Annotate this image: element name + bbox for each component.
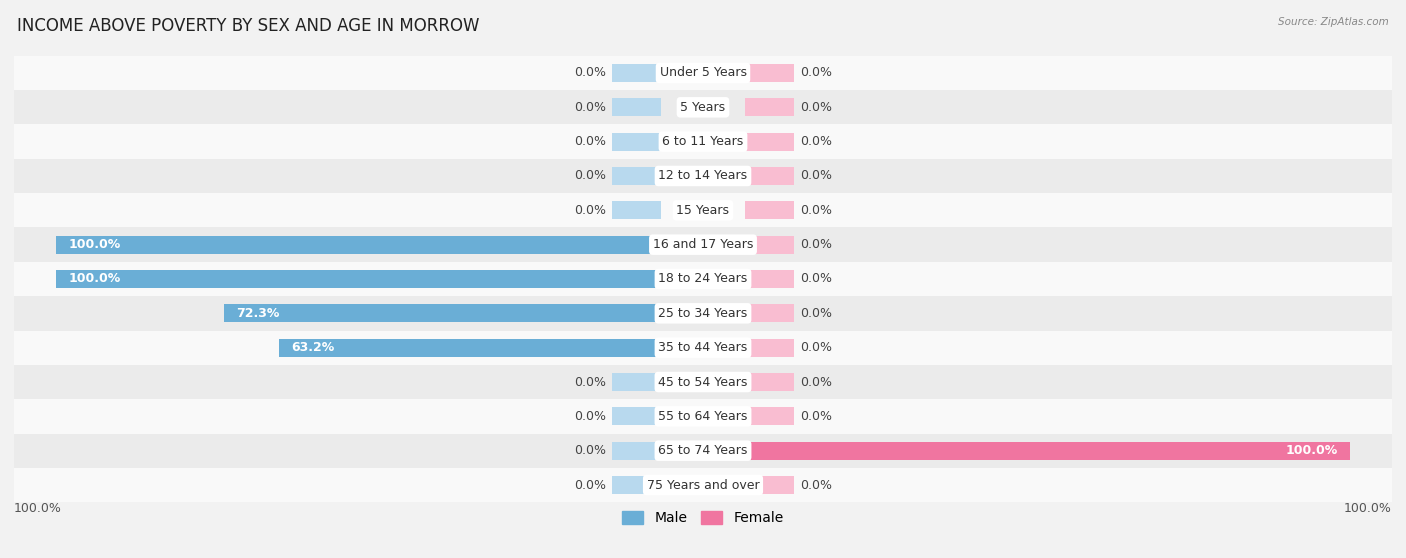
Bar [14, 296, 1392, 330]
Bar [745, 64, 793, 82]
Bar [613, 442, 661, 460]
Bar [745, 133, 793, 151]
Bar [745, 339, 793, 357]
Text: 0.0%: 0.0% [574, 410, 606, 423]
Legend: Male, Female: Male, Female [617, 506, 789, 531]
Text: 6 to 11 Years: 6 to 11 Years [662, 135, 744, 148]
Bar [14, 159, 1392, 193]
Bar [14, 468, 1392, 502]
Bar [224, 305, 661, 323]
Bar [745, 235, 793, 253]
Text: 0.0%: 0.0% [574, 204, 606, 217]
Text: 0.0%: 0.0% [800, 101, 832, 114]
Text: 15 Years: 15 Years [676, 204, 730, 217]
Bar [745, 270, 793, 288]
Bar [14, 56, 1392, 90]
Bar [14, 365, 1392, 399]
Text: 0.0%: 0.0% [800, 135, 832, 148]
Text: 65 to 74 Years: 65 to 74 Years [658, 444, 748, 457]
Text: 35 to 44 Years: 35 to 44 Years [658, 341, 748, 354]
Text: 0.0%: 0.0% [574, 66, 606, 79]
Text: 0.0%: 0.0% [800, 170, 832, 182]
Bar [613, 167, 661, 185]
Text: 100.0%: 100.0% [69, 272, 121, 286]
Bar [613, 133, 661, 151]
Text: 25 to 34 Years: 25 to 34 Years [658, 307, 748, 320]
Text: 45 to 54 Years: 45 to 54 Years [658, 376, 748, 388]
Text: 0.0%: 0.0% [574, 444, 606, 457]
Bar [613, 373, 661, 391]
Text: 0.0%: 0.0% [800, 204, 832, 217]
Bar [14, 193, 1392, 228]
Bar [56, 235, 661, 253]
Bar [613, 201, 661, 219]
Bar [745, 98, 793, 116]
Text: 100.0%: 100.0% [14, 502, 62, 515]
Text: 0.0%: 0.0% [574, 101, 606, 114]
Text: 63.2%: 63.2% [291, 341, 335, 354]
Text: 100.0%: 100.0% [1344, 502, 1392, 515]
Text: 0.0%: 0.0% [574, 170, 606, 182]
Bar [14, 330, 1392, 365]
Text: 0.0%: 0.0% [800, 376, 832, 388]
Bar [278, 339, 661, 357]
Text: Under 5 Years: Under 5 Years [659, 66, 747, 79]
Text: 16 and 17 Years: 16 and 17 Years [652, 238, 754, 251]
Bar [14, 90, 1392, 124]
Bar [745, 373, 793, 391]
Bar [745, 305, 793, 323]
Text: 0.0%: 0.0% [800, 341, 832, 354]
Text: INCOME ABOVE POVERTY BY SEX AND AGE IN MORROW: INCOME ABOVE POVERTY BY SEX AND AGE IN M… [17, 17, 479, 35]
Bar [745, 476, 793, 494]
Text: 12 to 14 Years: 12 to 14 Years [658, 170, 748, 182]
Text: 0.0%: 0.0% [800, 479, 832, 492]
Text: 75 Years and over: 75 Years and over [647, 479, 759, 492]
Text: 18 to 24 Years: 18 to 24 Years [658, 272, 748, 286]
Bar [745, 201, 793, 219]
Bar [745, 167, 793, 185]
Bar [613, 476, 661, 494]
Bar [14, 262, 1392, 296]
Bar [14, 399, 1392, 434]
Bar [56, 270, 661, 288]
Text: 100.0%: 100.0% [69, 238, 121, 251]
Bar [613, 407, 661, 425]
Text: 100.0%: 100.0% [1285, 444, 1337, 457]
Bar [613, 98, 661, 116]
Bar [14, 228, 1392, 262]
Text: 0.0%: 0.0% [800, 272, 832, 286]
Text: 0.0%: 0.0% [574, 479, 606, 492]
Text: 0.0%: 0.0% [800, 66, 832, 79]
Text: 0.0%: 0.0% [574, 135, 606, 148]
Bar [14, 434, 1392, 468]
Text: Source: ZipAtlas.com: Source: ZipAtlas.com [1278, 17, 1389, 27]
Text: 0.0%: 0.0% [800, 307, 832, 320]
Text: 0.0%: 0.0% [574, 376, 606, 388]
Text: 0.0%: 0.0% [800, 238, 832, 251]
Bar [613, 64, 661, 82]
Text: 72.3%: 72.3% [236, 307, 280, 320]
Text: 5 Years: 5 Years [681, 101, 725, 114]
Text: 0.0%: 0.0% [800, 410, 832, 423]
Bar [745, 407, 793, 425]
Bar [745, 442, 1350, 460]
Text: 55 to 64 Years: 55 to 64 Years [658, 410, 748, 423]
Bar [14, 124, 1392, 159]
